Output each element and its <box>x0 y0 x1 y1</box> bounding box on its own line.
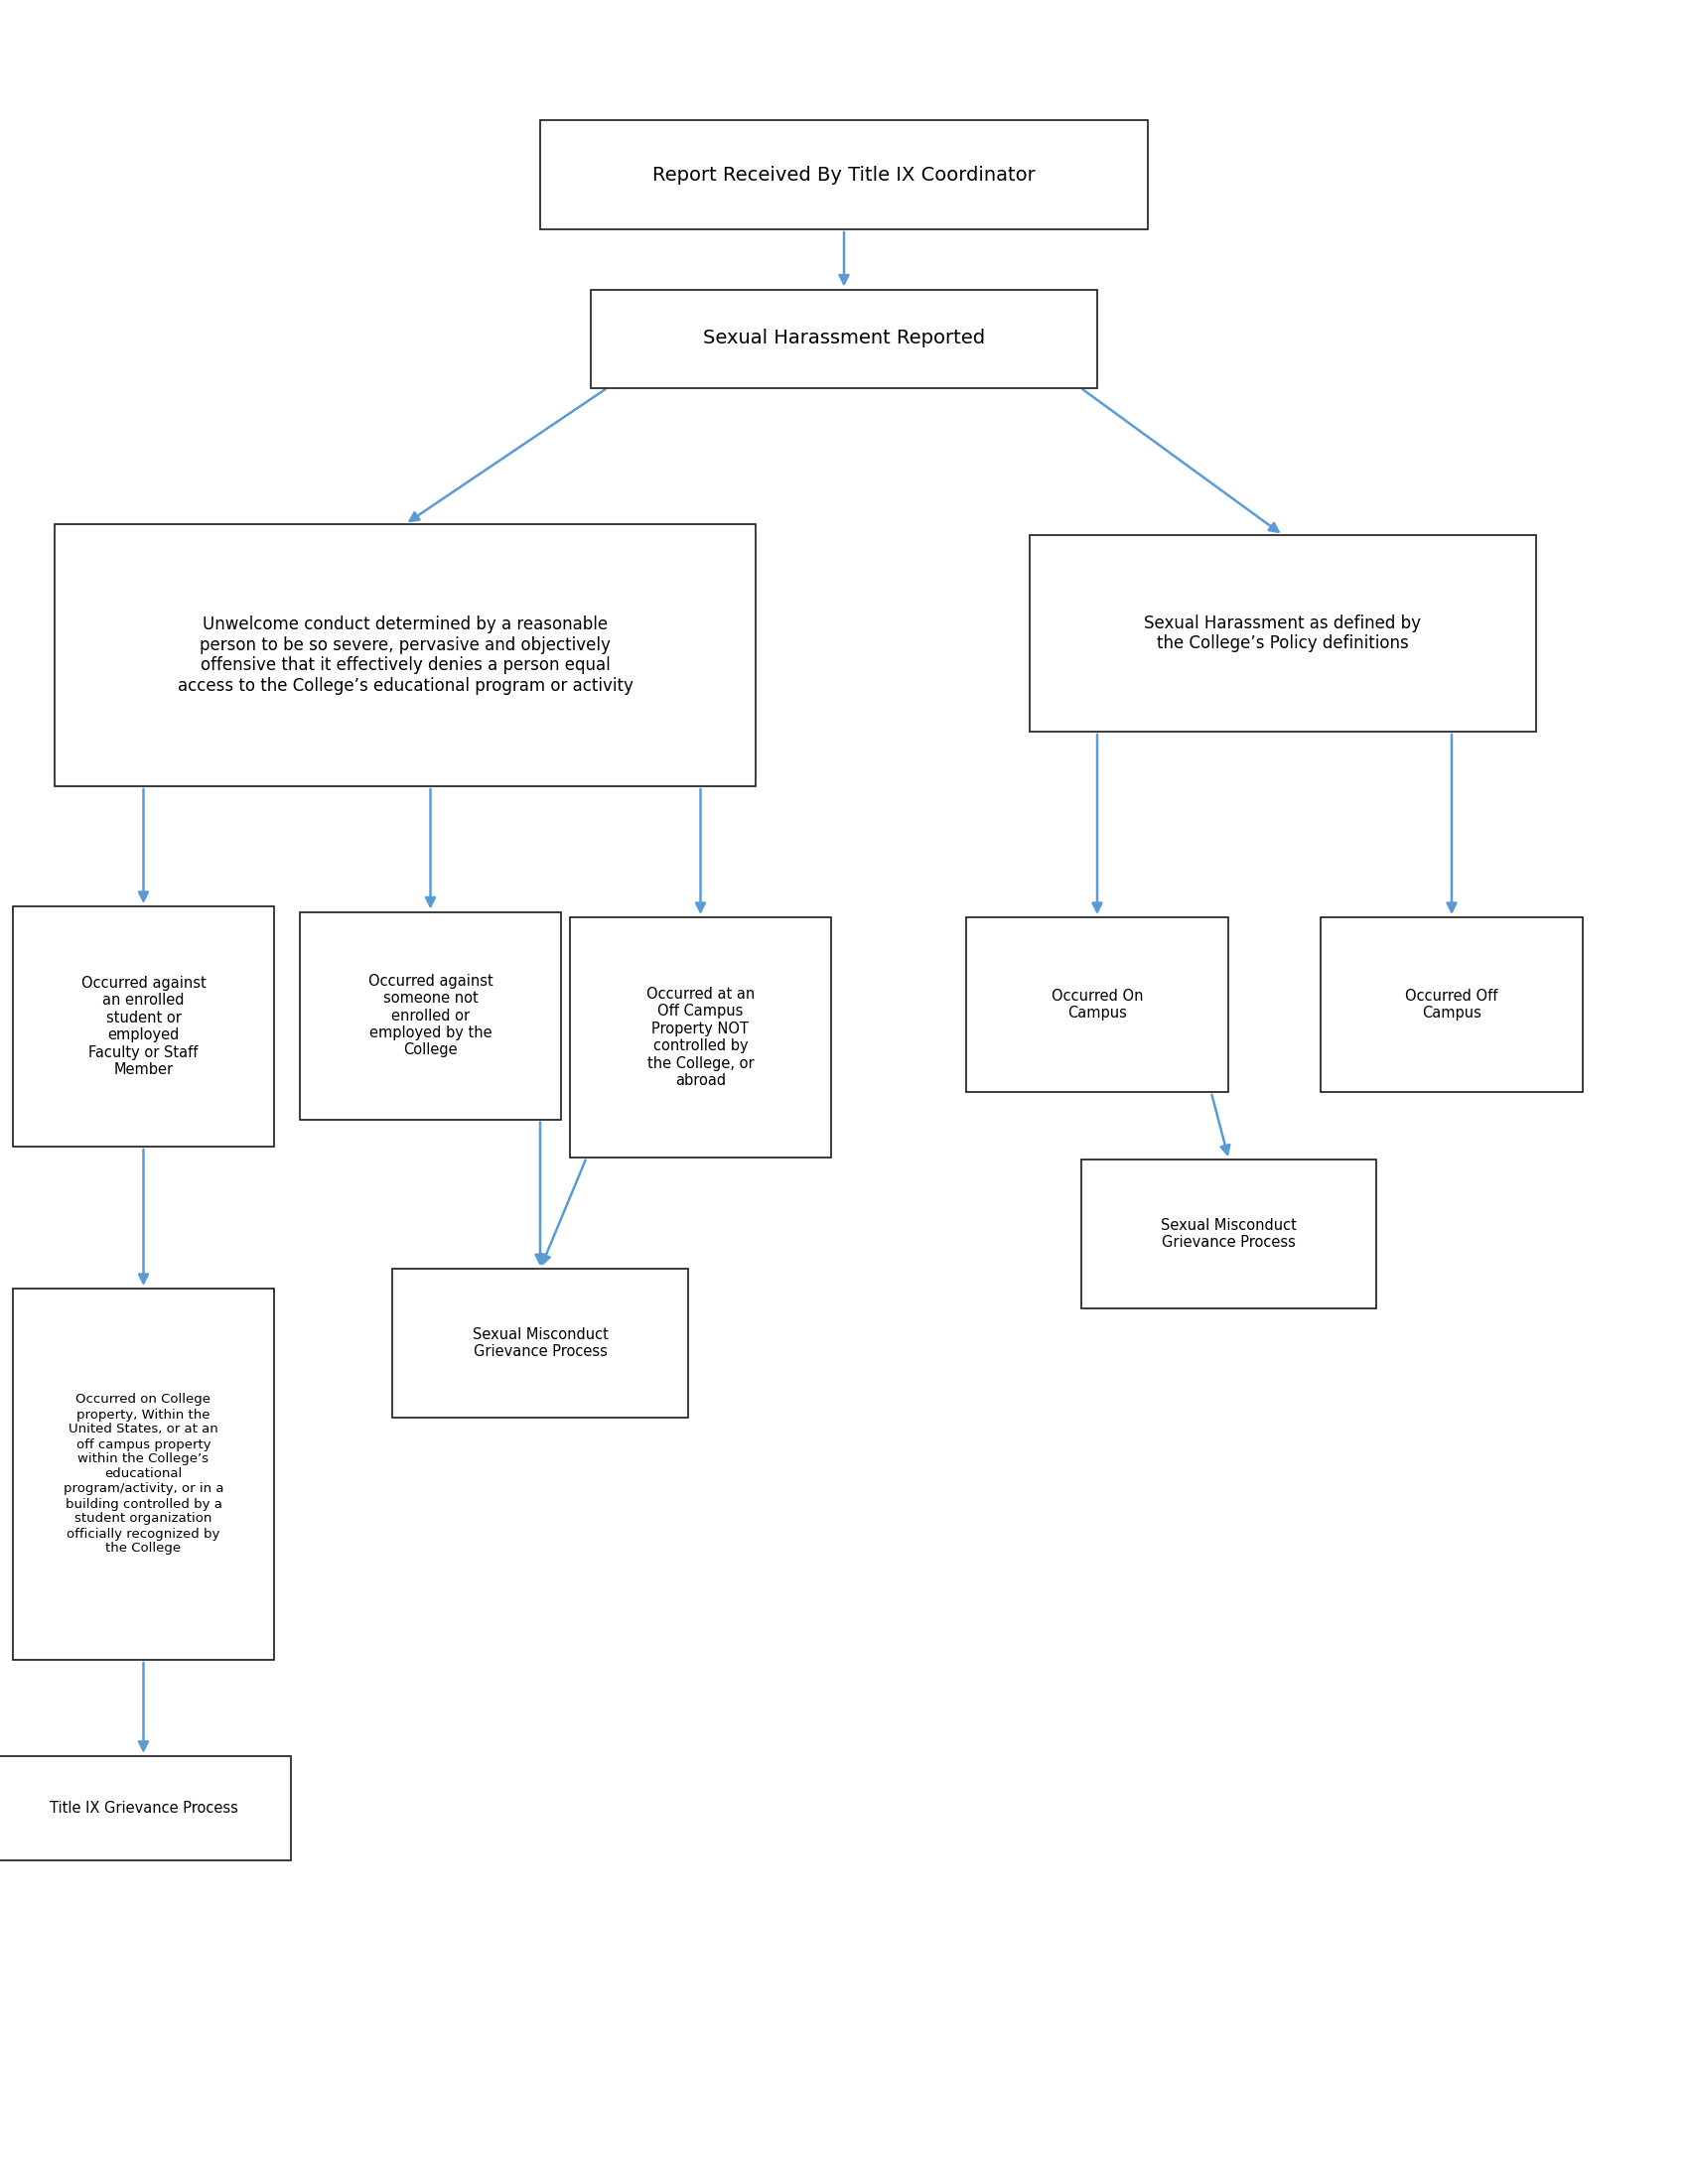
Text: Occurred against
someone not
enrolled or
employed by the
College: Occurred against someone not enrolled or… <box>368 974 493 1057</box>
FancyBboxPatch shape <box>569 917 830 1158</box>
Text: Occurred against
an enrolled
student or
employed
Faculty or Staff
Member: Occurred against an enrolled student or … <box>81 976 206 1077</box>
FancyBboxPatch shape <box>392 1269 689 1417</box>
FancyBboxPatch shape <box>300 913 560 1118</box>
Text: Sexual Misconduct
Grievance Process: Sexual Misconduct Grievance Process <box>1161 1219 1296 1249</box>
Text: Unwelcome conduct determined by a reasonable
person to be so severe, pervasive a: Unwelcome conduct determined by a reason… <box>177 616 633 695</box>
FancyBboxPatch shape <box>14 906 273 1147</box>
Text: Sexual Misconduct
Grievance Process: Sexual Misconduct Grievance Process <box>473 1328 608 1358</box>
FancyBboxPatch shape <box>966 917 1227 1092</box>
FancyBboxPatch shape <box>0 1756 290 1861</box>
FancyBboxPatch shape <box>1030 535 1536 732</box>
Text: Occurred on College
property, Within the
United States, or at an
off campus prop: Occurred on College property, Within the… <box>64 1393 223 1555</box>
Text: Title IX Grievance Process: Title IX Grievance Process <box>49 1802 238 1815</box>
Text: Occurred at an
Off Campus
Property NOT
controlled by
the College, or
abroad: Occurred at an Off Campus Property NOT c… <box>647 987 755 1088</box>
FancyBboxPatch shape <box>1080 1160 1376 1308</box>
FancyBboxPatch shape <box>1320 917 1582 1092</box>
Text: Sexual Harassment as defined by
the College’s Policy definitions: Sexual Harassment as defined by the Coll… <box>1144 614 1421 653</box>
FancyBboxPatch shape <box>14 1289 273 1660</box>
Text: Report Received By Title IX Coordinator: Report Received By Title IX Coordinator <box>653 166 1035 183</box>
Text: Occurred On
Campus: Occurred On Campus <box>1052 989 1143 1020</box>
Text: Sexual Harassment Reported: Sexual Harassment Reported <box>702 330 986 347</box>
FancyBboxPatch shape <box>540 120 1148 229</box>
FancyBboxPatch shape <box>591 288 1097 389</box>
Text: Occurred Off
Campus: Occurred Off Campus <box>1406 989 1497 1020</box>
FancyBboxPatch shape <box>54 524 755 786</box>
